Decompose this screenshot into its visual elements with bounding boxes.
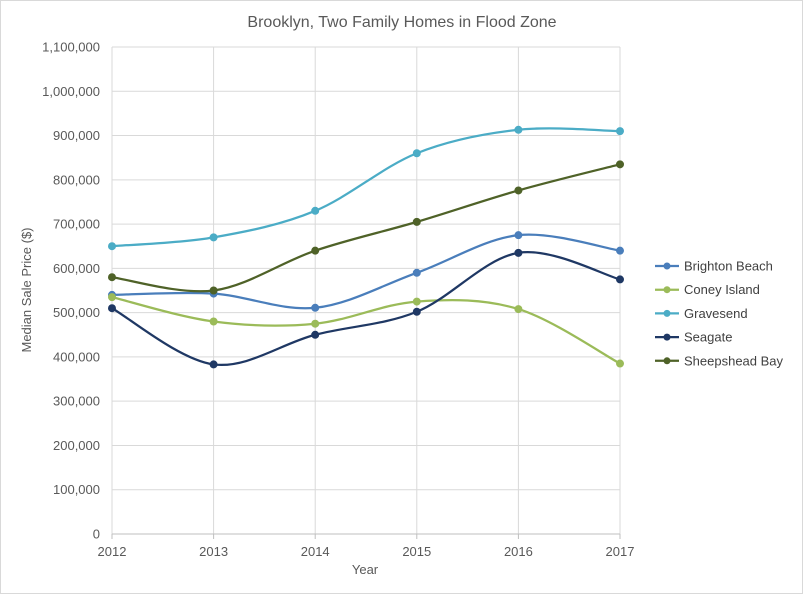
series-markers bbox=[108, 125, 624, 369]
data-point-seagate bbox=[514, 248, 523, 257]
x-tick-label: 2016 bbox=[504, 544, 533, 559]
y-tick-label: 800,000 bbox=[53, 172, 100, 187]
legend-swatch-marker bbox=[663, 309, 671, 317]
series-line-brighton-beach bbox=[111, 233, 621, 310]
y-axis-title: Median Sale Price ($) bbox=[19, 228, 34, 353]
series-line-sheepshead-bay bbox=[111, 163, 621, 293]
legend-item-sheepshead-bay: Sheepshead Bay bbox=[655, 353, 784, 368]
data-point-sheepshead-bay bbox=[311, 246, 320, 255]
x-tick-label: 2015 bbox=[402, 544, 431, 559]
data-point-gravesend bbox=[311, 206, 320, 215]
data-point-sheepshead-bay bbox=[616, 160, 624, 169]
legend-label: Brighton Beach bbox=[684, 259, 773, 274]
data-point-gravesend bbox=[209, 233, 218, 242]
data-point-gravesend bbox=[412, 149, 421, 158]
data-point-gravesend bbox=[514, 125, 523, 134]
y-tick-label: 1,100,000 bbox=[42, 40, 100, 55]
y-tick-label: 200,000 bbox=[53, 438, 100, 453]
x-tick-label: 2013 bbox=[199, 544, 228, 559]
legend-item-gravesend: Gravesend bbox=[655, 306, 748, 321]
y-tick-label: 500,000 bbox=[53, 305, 100, 320]
series-line-seagate bbox=[111, 251, 621, 367]
series-lines bbox=[111, 127, 621, 367]
data-point-brighton-beach bbox=[616, 246, 624, 255]
legend-swatch-marker bbox=[663, 357, 671, 365]
y-tick-label: 900,000 bbox=[53, 128, 100, 143]
data-point-coney-island bbox=[514, 305, 523, 314]
data-point-seagate bbox=[209, 360, 218, 369]
tick-labels: 0 100,000 200,000 300,000 400,000 500,000 600,… bbox=[42, 40, 634, 560]
legend-swatch-marker bbox=[663, 286, 671, 294]
legend-label: Seagate bbox=[684, 330, 732, 345]
legend-swatch-marker bbox=[663, 333, 671, 341]
data-point-seagate bbox=[412, 307, 421, 316]
y-tick-label: 300,000 bbox=[53, 394, 100, 409]
legend-item-seagate: Seagate bbox=[655, 330, 732, 345]
data-point-coney-island bbox=[108, 293, 116, 302]
data-point-coney-island bbox=[412, 297, 421, 306]
x-tick-label: 2014 bbox=[301, 544, 330, 559]
legend-label: Coney Island bbox=[684, 282, 760, 297]
data-point-sheepshead-bay bbox=[108, 273, 116, 282]
data-point-sheepshead-bay bbox=[412, 217, 421, 226]
series-line-coney-island bbox=[111, 296, 621, 365]
data-point-brighton-beach bbox=[412, 268, 421, 277]
y-tick-label: 400,000 bbox=[53, 349, 100, 364]
x-tick-label: 2017 bbox=[606, 544, 635, 559]
data-point-seagate bbox=[616, 275, 624, 284]
axes bbox=[111, 533, 621, 539]
x-axis-title: Year bbox=[352, 562, 379, 577]
legend: Brighton Beach Coney Island Gravesend Seaga… bbox=[655, 259, 784, 368]
y-tick-label: 600,000 bbox=[53, 261, 100, 276]
legend-item-coney-island: Coney Island bbox=[655, 282, 760, 297]
legend-label: Sheepshead Bay bbox=[684, 353, 784, 368]
data-point-seagate bbox=[108, 304, 116, 313]
x-tick-label: 2012 bbox=[98, 544, 127, 559]
data-point-brighton-beach bbox=[311, 303, 320, 312]
data-point-sheepshead-bay bbox=[209, 286, 218, 295]
data-point-brighton-beach bbox=[514, 231, 523, 240]
legend-item-brighton-beach: Brighton Beach bbox=[655, 259, 773, 274]
data-point-coney-island bbox=[209, 317, 218, 326]
data-point-coney-island bbox=[616, 359, 624, 368]
legend-label: Gravesend bbox=[684, 306, 748, 321]
series-line-gravesend bbox=[111, 127, 621, 248]
y-tick-label: 100,000 bbox=[53, 482, 100, 497]
data-point-coney-island bbox=[311, 319, 320, 328]
legend-swatch-marker bbox=[663, 262, 671, 270]
y-tick-label: 1,000,000 bbox=[42, 84, 100, 99]
data-point-gravesend bbox=[108, 242, 116, 251]
data-point-seagate bbox=[311, 330, 320, 339]
chart-title: Brooklyn, Two Family Homes in Flood Zone bbox=[247, 14, 556, 31]
data-point-sheepshead-bay bbox=[514, 186, 523, 195]
data-point-gravesend bbox=[616, 127, 624, 136]
y-tick-label: 0 bbox=[93, 527, 100, 542]
y-tick-label: 700,000 bbox=[53, 217, 100, 232]
